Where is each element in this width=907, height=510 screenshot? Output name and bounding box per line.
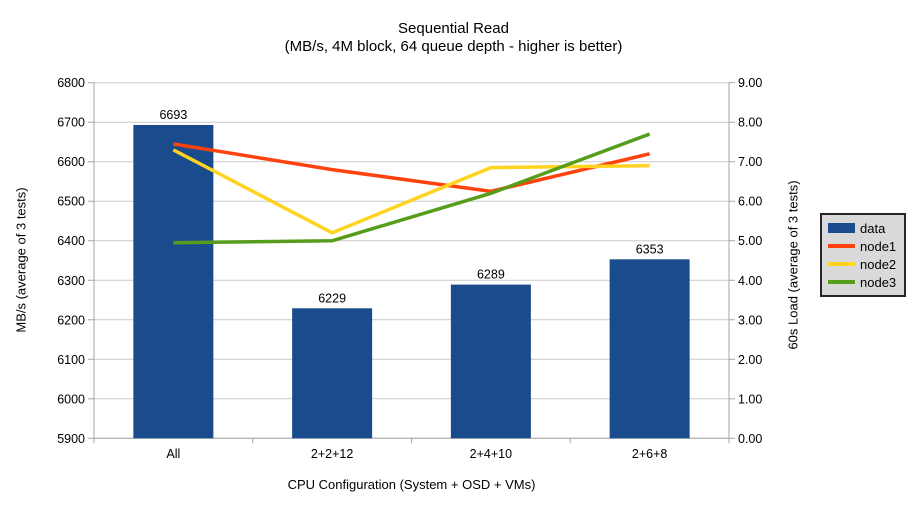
chart-subtitle: (MB/s, 4M block, 64 queue depth - higher… (284, 38, 623, 55)
bar-2+6+8 (609, 259, 690, 439)
bar-value-label: 6693 (159, 108, 187, 122)
legend-swatch-node1 (828, 244, 855, 248)
left-axis-tick-label: 6500 (57, 195, 85, 209)
legend-label-node3: node3 (860, 274, 897, 290)
right-axis-tick-label: 6.00 (738, 195, 762, 209)
legend-label-node2: node2 (860, 256, 897, 272)
left-axis-tick-label: 6600 (57, 155, 85, 169)
legend-item-node3: node3 (828, 274, 900, 291)
line-series-node3 (173, 132, 651, 245)
line-series-node2 (172, 148, 650, 235)
right-axis-tick-label: 9.00 (738, 76, 762, 90)
left-axis-title: MB/s (average of 3 tests) (13, 187, 29, 333)
x-category-label: All (166, 447, 180, 461)
left-axis-tick-label: 6400 (57, 234, 85, 248)
left-axis-tick-label: 6800 (57, 76, 85, 90)
right-axis-tick-label: 3.00 (738, 313, 762, 327)
legend-item-data: data (828, 220, 900, 237)
left-axis-tick-label: 6200 (57, 313, 85, 327)
x-category-label: 2+4+10 (470, 447, 512, 461)
right-axis-tick-label: 0.00 (738, 432, 762, 446)
bar-value-label: 6289 (477, 268, 505, 282)
legend-item-node1: node1 (828, 238, 900, 255)
bar-value-label: 6229 (318, 291, 346, 305)
right-axis-tick-label: 4.00 (738, 274, 762, 288)
right-axis-tick-label: 1.00 (738, 392, 762, 406)
left-axis-tick-label: 6300 (57, 274, 85, 288)
legend-swatch-node3 (828, 280, 855, 284)
x-category-label: 2+2+12 (311, 447, 353, 461)
legend: data node1 node2 node3 (820, 213, 906, 297)
chart-title: Sequential Read (398, 20, 509, 37)
bar-2+4+10 (450, 284, 531, 439)
legend-label-data: data (860, 220, 886, 236)
legend-swatch-node2 (828, 262, 855, 266)
right-axis-tick-label: 7.00 (738, 155, 762, 169)
left-axis-tick-label: 6100 (57, 353, 85, 367)
legend-label-node1: node1 (860, 238, 897, 254)
right-axis-tick-label: 5.00 (738, 234, 762, 248)
left-axis-tick-label: 5900 (57, 432, 85, 446)
x-axis-title: CPU Configuration (System + OSD + VMs) (287, 477, 536, 492)
right-axis-title: 60s Load (average of 3 tests) (785, 180, 801, 350)
legend-swatch-data (828, 223, 855, 233)
bar-All (133, 124, 214, 439)
right-axis-tick-label: 8.00 (738, 116, 762, 130)
left-axis-tick-label: 6700 (57, 116, 85, 130)
bar-value-label: 6353 (636, 242, 664, 256)
line-series-node1 (173, 142, 651, 194)
bar-2+2+12 (292, 308, 373, 439)
left-axis-tick-label: 6000 (57, 392, 85, 406)
x-category-label: 2+6+8 (632, 447, 668, 461)
legend-item-node2: node2 (828, 256, 900, 273)
right-axis-tick-label: 2.00 (738, 353, 762, 367)
